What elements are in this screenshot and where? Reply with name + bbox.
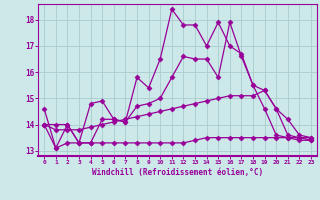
X-axis label: Windchill (Refroidissement éolien,°C): Windchill (Refroidissement éolien,°C) bbox=[92, 168, 263, 177]
